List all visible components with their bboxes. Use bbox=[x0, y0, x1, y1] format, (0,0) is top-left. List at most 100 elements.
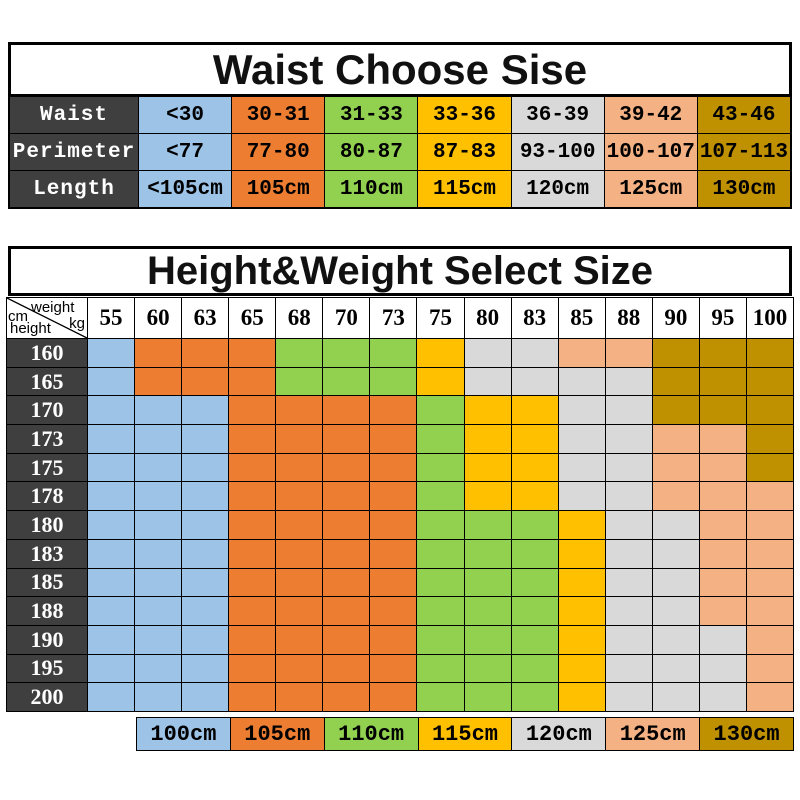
size-cell bbox=[558, 511, 605, 539]
size-cell bbox=[276, 425, 323, 453]
size-cell bbox=[605, 396, 652, 425]
height-axis-label: height bbox=[10, 320, 51, 337]
size-cell bbox=[182, 625, 229, 654]
height-header-cell: 188 bbox=[7, 597, 87, 625]
weight-unit-label: kg bbox=[69, 315, 85, 332]
weight-header-cell: 80 bbox=[464, 298, 511, 338]
size-cell bbox=[699, 568, 746, 597]
weight-header-cell: 70 bbox=[323, 298, 370, 338]
size-cell bbox=[370, 482, 417, 511]
height-header-cell: 178 bbox=[7, 482, 87, 511]
legend-item: 105cm bbox=[230, 718, 324, 750]
size-cell bbox=[464, 625, 511, 654]
size-cell bbox=[229, 367, 276, 396]
weight-header-cell: 75 bbox=[417, 298, 464, 338]
size-cell bbox=[605, 568, 652, 597]
size-cell bbox=[323, 453, 370, 482]
size-cell bbox=[88, 511, 135, 539]
size-cell bbox=[746, 568, 793, 597]
size-cell bbox=[558, 453, 605, 482]
size-cell bbox=[699, 367, 746, 396]
waist-table-grid: Waist <30 30-31 31-33 33-36 36-39 39-42 43-46 Pe… bbox=[8, 97, 792, 209]
size-cell bbox=[746, 654, 793, 683]
size-cell bbox=[135, 425, 182, 453]
size-cell bbox=[323, 482, 370, 511]
size-cell bbox=[746, 425, 793, 453]
waist-value-cell: 31-33 bbox=[325, 97, 418, 133]
size-cell bbox=[370, 396, 417, 425]
waist-value-cell: 87-83 bbox=[418, 134, 511, 170]
weight-header-cell: 73 bbox=[370, 298, 417, 338]
size-cell bbox=[182, 482, 229, 511]
size-cell bbox=[417, 396, 464, 425]
size-cell bbox=[652, 597, 699, 625]
size-cell bbox=[182, 367, 229, 396]
weight-header-cell: 60 bbox=[135, 298, 182, 338]
size-cell bbox=[135, 597, 182, 625]
size-cell bbox=[464, 511, 511, 539]
size-cell bbox=[135, 511, 182, 539]
legend-item: 110cm bbox=[324, 718, 418, 750]
size-cell bbox=[464, 654, 511, 683]
size-cell bbox=[417, 597, 464, 625]
height-weight-table-title: Height&Weight Select Size bbox=[8, 246, 792, 296]
size-cell bbox=[652, 339, 699, 367]
size-cell bbox=[135, 625, 182, 654]
waist-value-cell: 43-46 bbox=[697, 97, 790, 133]
size-cell bbox=[323, 625, 370, 654]
size-cell bbox=[323, 367, 370, 396]
size-cell bbox=[746, 539, 793, 568]
size-cell bbox=[229, 683, 276, 711]
size-cell bbox=[746, 625, 793, 654]
size-cell bbox=[276, 339, 323, 367]
size-cell bbox=[511, 396, 558, 425]
size-cell bbox=[511, 339, 558, 367]
size-cell bbox=[276, 539, 323, 568]
height-unit-label: cm bbox=[8, 308, 28, 325]
size-cell bbox=[511, 482, 558, 511]
size-cell bbox=[558, 425, 605, 453]
size-cell bbox=[370, 568, 417, 597]
size-cell bbox=[182, 654, 229, 683]
size-cell bbox=[229, 625, 276, 654]
size-cell bbox=[88, 683, 135, 711]
size-cell bbox=[135, 539, 182, 568]
waist-row-header: Waist bbox=[10, 97, 138, 133]
size-cell bbox=[511, 597, 558, 625]
size-cell bbox=[323, 425, 370, 453]
size-cell bbox=[276, 568, 323, 597]
size-cell bbox=[605, 511, 652, 539]
size-cell bbox=[182, 511, 229, 539]
size-cell bbox=[652, 453, 699, 482]
diagonal-divider-line bbox=[7, 298, 87, 338]
size-cell bbox=[417, 654, 464, 683]
size-cell bbox=[229, 425, 276, 453]
axis-corner-cell: weight kg cm height bbox=[7, 298, 87, 338]
size-cell bbox=[464, 683, 511, 711]
size-cell bbox=[417, 453, 464, 482]
legend-item: 120cm bbox=[512, 718, 606, 750]
height-header-cell: 160 bbox=[7, 339, 87, 367]
weight-header-cell: 90 bbox=[652, 298, 699, 338]
size-cell bbox=[464, 482, 511, 511]
waist-value-cell: 130cm bbox=[697, 171, 790, 207]
size-cell bbox=[276, 625, 323, 654]
size-cell bbox=[699, 597, 746, 625]
size-cell bbox=[605, 654, 652, 683]
waist-value-cell: 33-36 bbox=[418, 97, 511, 133]
size-cell bbox=[558, 625, 605, 654]
size-cell bbox=[699, 453, 746, 482]
size-cell bbox=[135, 339, 182, 367]
weight-header-cell: 88 bbox=[605, 298, 652, 338]
size-cell bbox=[370, 597, 417, 625]
size-cell bbox=[558, 482, 605, 511]
size-cell bbox=[370, 654, 417, 683]
size-cell bbox=[652, 654, 699, 683]
size-cell bbox=[652, 625, 699, 654]
size-cell bbox=[558, 339, 605, 367]
size-cell bbox=[135, 396, 182, 425]
size-cell bbox=[699, 625, 746, 654]
legend-item: 130cm bbox=[700, 718, 793, 750]
weight-header-cell: 100 bbox=[746, 298, 793, 338]
size-cell bbox=[88, 654, 135, 683]
